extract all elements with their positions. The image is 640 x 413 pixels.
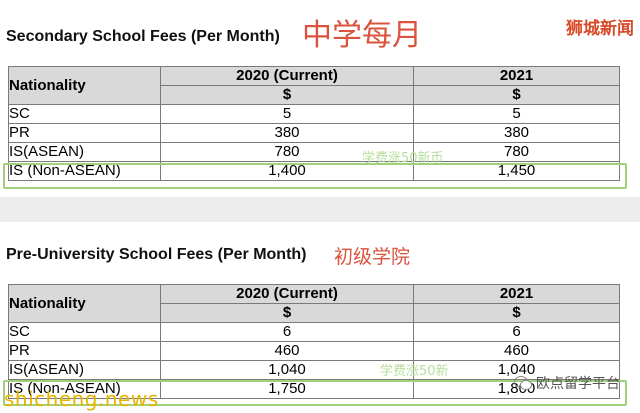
secondary-fees-table: Nationality 2020 (Current) 2021 $ $ SC 5… xyxy=(8,66,620,181)
fee-2020-cell: 1,040 xyxy=(160,360,414,380)
table-row: PR 380 380 xyxy=(8,123,620,143)
shicheng-watermark: 狮城新闻 xyxy=(566,19,634,39)
nationality-header: Nationality xyxy=(8,66,161,105)
fee-2021-cell: 460 xyxy=(413,341,620,361)
currency-2020: $ xyxy=(160,303,414,323)
secondary-fees-panel: Secondary School Fees (Per Month) 中学每月 狮… xyxy=(0,0,640,197)
section-divider xyxy=(0,197,640,222)
fee-2020-cell: 1,400 xyxy=(160,161,414,181)
nationality-cell: PR xyxy=(8,123,161,143)
secondary-chinese-label: 中学每月 xyxy=(302,18,422,53)
fee-2020-cell: 6 xyxy=(160,322,414,342)
oudian-watermark: 欧点留学平台 xyxy=(514,373,620,393)
fee-2021-cell: 6 xyxy=(413,322,620,342)
pre-university-chinese-label: 初级学院 xyxy=(334,246,411,268)
nationality-cell: IS(ASEAN) xyxy=(8,142,161,162)
fee-2021-cell: 1,040 xyxy=(413,360,620,380)
fee-2021-cell: 5 xyxy=(413,104,620,124)
table-header-row: Nationality 2020 (Current) 2021 xyxy=(8,284,620,323)
currency-2020: $ xyxy=(160,85,414,105)
fee-2020-cell: 780 xyxy=(160,142,414,162)
table-row: IS (Non-ASEAN) 1,400 1,450 xyxy=(8,161,620,181)
nationality-cell: IS (Non-ASEAN) xyxy=(8,161,161,181)
oudian-label: 欧点留学平台 xyxy=(536,376,620,392)
year-2021-header: 2021 xyxy=(413,284,620,304)
fee-2021-cell: 780 xyxy=(413,142,620,162)
fee-2021-cell: 380 xyxy=(413,123,620,143)
pre-university-title: Pre-University School Fees (Per Month) xyxy=(6,246,307,263)
year-2020-header: 2020 (Current) xyxy=(160,66,414,86)
nationality-cell: SC xyxy=(8,322,161,342)
nationality-header: Nationality xyxy=(8,284,161,323)
table-header-row: Nationality 2020 (Current) 2021 xyxy=(8,66,620,105)
year-2021-header: 2021 xyxy=(413,66,620,86)
pre-university-fees-table: Nationality 2020 (Current) 2021 $ $ SC 6… xyxy=(8,284,620,399)
nationality-cell: PR xyxy=(8,341,161,361)
table-row: SC 5 5 xyxy=(8,104,620,124)
table-row: SC 6 6 xyxy=(8,322,620,342)
fee-2020-cell: 1,750 xyxy=(160,379,414,399)
year-2020-header: 2020 (Current) xyxy=(160,284,414,304)
currency-2021: $ xyxy=(413,303,620,323)
pre-university-fees-panel: Pre-University School Fees (Per Month) 初… xyxy=(0,222,640,413)
fee-2020-cell: 380 xyxy=(160,123,414,143)
secondary-fee-increase-note: 学费涨50新币 xyxy=(362,151,444,166)
fee-2020-cell: 5 xyxy=(160,104,414,124)
currency-2021: $ xyxy=(413,85,620,105)
fee-2021-cell: 1,450 xyxy=(413,161,620,181)
wechat-icon xyxy=(514,376,532,390)
nationality-cell: IS(ASEAN) xyxy=(8,360,161,380)
pre-university-fee-increase-note: 学费涨50新 xyxy=(380,364,449,379)
shicheng-news-watermark: shicheng.news xyxy=(4,387,159,411)
table-row: IS(ASEAN) 780 780 xyxy=(8,142,620,162)
nationality-cell: SC xyxy=(8,104,161,124)
secondary-title: Secondary School Fees (Per Month) xyxy=(6,28,280,45)
fee-2020-cell: 460 xyxy=(160,341,414,361)
table-row: PR 460 460 xyxy=(8,341,620,361)
table-row: IS(ASEAN) 1,040 1,040 xyxy=(8,360,620,380)
currency-row: $ $ xyxy=(9,85,620,105)
